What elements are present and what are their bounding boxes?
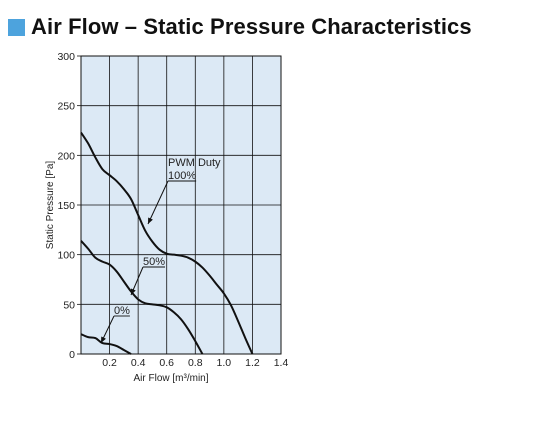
x-tick-label: 1.4 — [274, 357, 289, 369]
y-tick-label: 300 — [57, 51, 75, 63]
x-tick-label: 1.0 — [217, 357, 232, 369]
plot-frame — [80, 55, 282, 355]
series-50-leader-head — [130, 288, 136, 295]
series-50-label: 50% — [143, 256, 165, 268]
title-bar: Air Flow – Static Pressure Characteristi… — [8, 13, 472, 41]
series-0-label: 0% — [114, 305, 130, 317]
x-tick-label: 0.2 — [102, 357, 117, 369]
title-square-icon — [8, 18, 25, 36]
page-title: Air Flow – Static Pressure Characteristi… — [31, 14, 472, 39]
series-100-leader — [147, 180, 169, 225]
y-tick-label: 100 — [57, 250, 75, 262]
legend-title: PWM Duty — [168, 157, 221, 169]
x-tick-label: 1.2 — [245, 357, 260, 369]
y-tick-label: 250 — [57, 101, 75, 113]
y-tick-label: 200 — [57, 150, 75, 162]
y-tick-label: 50 — [63, 299, 75, 311]
series-100-label: 100% — [168, 170, 196, 182]
x-tick-label: 0.8 — [188, 357, 203, 369]
x-tick-label: 0.6 — [159, 357, 174, 369]
y-axis-label: Static Pressure [Pa] — [45, 161, 56, 250]
series-0-line — [80, 333, 132, 355]
axes: 0.2 0.4 0.6 0.8 1.0 1.2 1.4 0 50 100 150 200 250 300 A… — [45, 51, 288, 384]
series-0-leader-head — [101, 336, 106, 343]
x-tick-label: 0.4 — [131, 357, 146, 369]
y-tick-label: 0 — [69, 349, 75, 361]
series-100-line — [80, 131, 254, 355]
x-axis-label: Air Flow [m³/min] — [134, 373, 209, 384]
series-50-line — [80, 240, 204, 355]
y-tick-label: 150 — [57, 200, 75, 212]
series-lines — [80, 131, 254, 355]
series-100-leader-head — [148, 217, 153, 224]
